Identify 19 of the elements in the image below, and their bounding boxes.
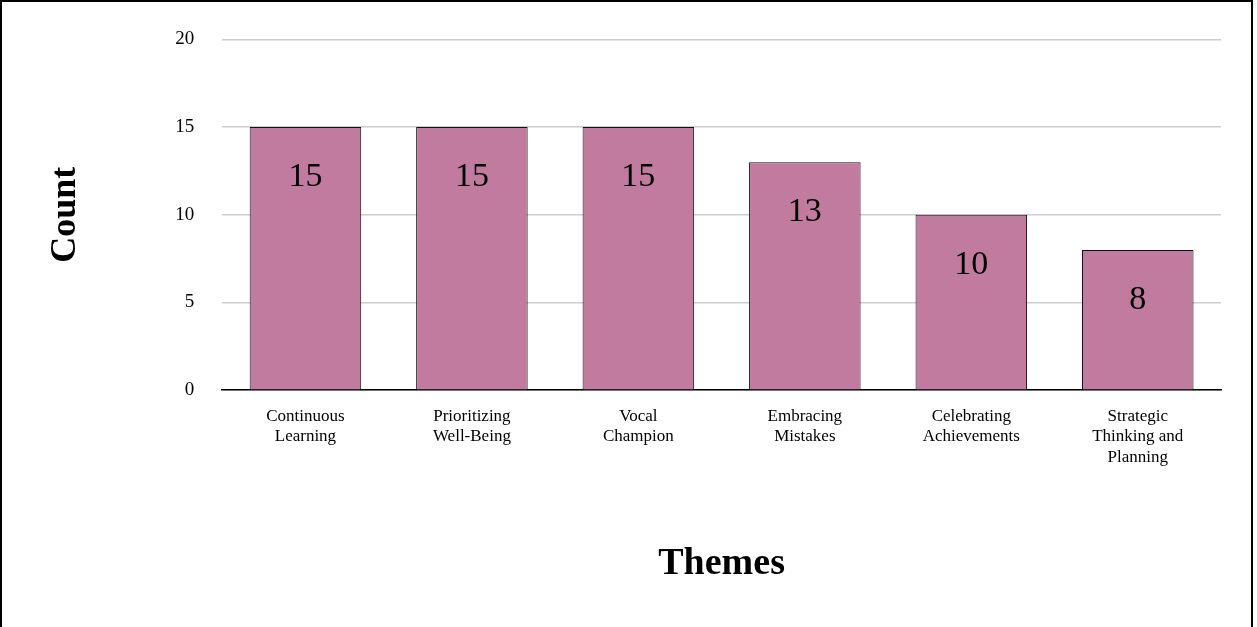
- y-tick-label: 5: [184, 290, 195, 312]
- data-label: 15: [454, 156, 489, 194]
- y-tick-label: 15: [175, 115, 195, 137]
- data-label: 15: [621, 156, 656, 194]
- x-tick-label: Vocal Champion: [602, 405, 675, 446]
- data-label: 13: [787, 191, 822, 229]
- y-tick-label: 0: [184, 378, 195, 400]
- x-tick-label: Celebrating Achievements: [922, 405, 1020, 446]
- x-tick-label: Embracing Mistakes: [767, 405, 843, 446]
- data-label: 10: [954, 243, 989, 281]
- x-axis-title: Themes: [658, 540, 785, 583]
- data-label: 15: [288, 156, 323, 194]
- x-tick-label: Prioritizing Well-Being: [432, 405, 512, 446]
- x-tick-label: Strategic Thinking and Planning: [1092, 405, 1184, 466]
- data-label: 8: [1129, 278, 1147, 316]
- y-axis-title: Count: [42, 166, 83, 263]
- y-tick-label: 10: [175, 202, 195, 224]
- y-tick-label: 20: [175, 27, 195, 49]
- x-tick-label: Continuous Learning: [266, 405, 345, 446]
